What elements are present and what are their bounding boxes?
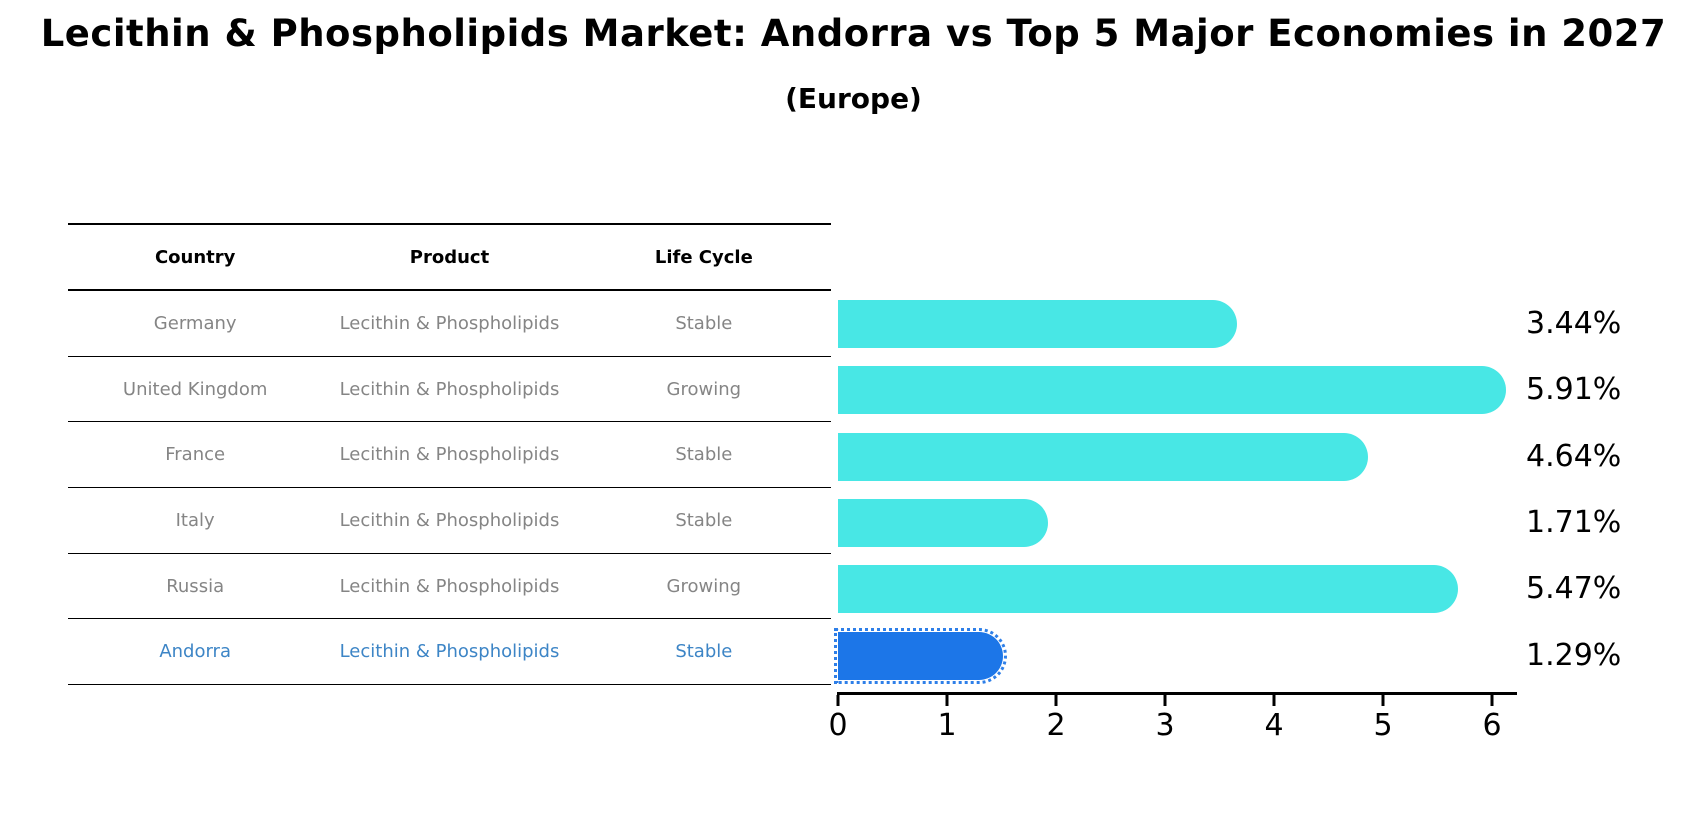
- x-axis-tick: [1163, 695, 1167, 706]
- x-axis-line: [837, 692, 1517, 695]
- cell-country: Italy: [175, 509, 215, 531]
- value-label: 1.29%: [1526, 637, 1622, 673]
- table-header-row: Country Product Life Cycle: [68, 225, 831, 291]
- value-label: 5.91%: [1526, 372, 1622, 408]
- table-row: Italy Lecithin & Phospholipids Stable: [68, 488, 831, 554]
- table-row: France Lecithin & Phospholipids Stable: [68, 422, 831, 489]
- x-axis-tick: [1272, 695, 1276, 706]
- cell-country: France: [165, 444, 226, 466]
- bar-germany: [838, 300, 1237, 348]
- x-axis-tick: [945, 695, 949, 706]
- chart-subtitle: (Europe): [785, 82, 922, 115]
- cell-life-cycle: Stable: [675, 509, 733, 531]
- value-label: 3.44%: [1526, 306, 1622, 341]
- cell-product: Lecithin & Phospholipids: [339, 312, 560, 334]
- cell-country: Andorra: [159, 641, 231, 663]
- x-axis-tick: [836, 695, 840, 706]
- column-header-product: Product: [409, 246, 490, 268]
- x-axis-tick: [1054, 695, 1058, 706]
- bar-russia: [838, 565, 1459, 614]
- chart-title: Lecithin & Phospholipids Market: Andorra…: [40, 12, 1667, 55]
- table-row: United Kingdom Lecithin & Phospholipids …: [68, 357, 831, 423]
- table-row-andorra-highlighted: Andorra Lecithin & Phospholipids Stable: [68, 619, 831, 686]
- value-label: 5.47%: [1526, 571, 1622, 607]
- x-axis-tick-label: 4: [1264, 708, 1284, 743]
- value-label: 4.64%: [1526, 438, 1622, 474]
- cell-product: Lecithin & Phospholipids: [339, 575, 560, 597]
- column-header-life-cycle: Life Cycle: [654, 246, 753, 268]
- cell-life-cycle: Growing: [666, 575, 742, 597]
- cell-country: United Kingdom: [122, 378, 268, 400]
- table-row: Russia Lecithin & Phospholipids Growing: [68, 554, 831, 620]
- data-table: Country Product Life Cycle Germany Lecit…: [68, 223, 831, 686]
- cell-life-cycle: Stable: [675, 444, 733, 466]
- x-axis-tick-label: 3: [1155, 708, 1175, 743]
- bar-andorra-highlighted: [834, 627, 1007, 684]
- x-axis-tick-label: 5: [1373, 708, 1393, 743]
- cell-product: Lecithin & Phospholipids: [339, 444, 560, 466]
- bar-france: [838, 432, 1368, 481]
- x-axis-tick-label: 6: [1482, 708, 1502, 743]
- x-axis-tick-label: 2: [1046, 708, 1066, 743]
- table-row: Germany Lecithin & Phospholipids Stable: [68, 291, 831, 357]
- x-axis-tick-label: 0: [828, 708, 848, 743]
- cell-country: Germany: [153, 312, 237, 334]
- bar-italy: [838, 498, 1049, 547]
- x-axis-tick: [1490, 695, 1494, 706]
- column-header-country: Country: [154, 246, 236, 268]
- x-axis-tick: [1381, 695, 1385, 706]
- bar-united-kingdom: [838, 366, 1507, 415]
- cell-life-cycle: Growing: [666, 378, 742, 400]
- cell-product: Lecithin & Phospholipids: [339, 509, 560, 531]
- value-label: 1.71%: [1526, 504, 1622, 540]
- cell-life-cycle: Stable: [675, 312, 733, 334]
- cell-life-cycle: Stable: [675, 641, 733, 663]
- cell-country: Russia: [166, 575, 225, 597]
- cell-product: Lecithin & Phospholipids: [339, 378, 560, 400]
- cell-product: Lecithin & Phospholipids: [339, 641, 560, 663]
- x-axis-tick-label: 1: [937, 708, 957, 743]
